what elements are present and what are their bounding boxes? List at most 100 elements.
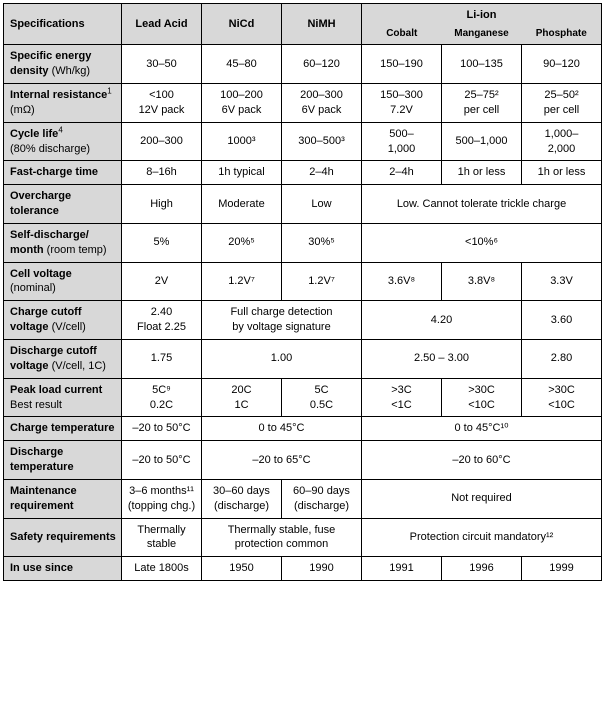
footnote-ref: 1 (107, 86, 111, 95)
data-cell: –20 to 60°C (362, 441, 602, 480)
data-cell: <10%⁶ (362, 223, 602, 262)
data-cell: 200–300 (122, 122, 202, 161)
col-liion: Li-ion (362, 4, 602, 23)
spec-label: Charge cutoff voltage (V/cell) (4, 301, 122, 340)
data-cell: 2V (122, 262, 202, 301)
data-cell: 2–4h (362, 161, 442, 185)
col-nimh: NiMH (282, 4, 362, 45)
data-cell: 1950 (202, 557, 282, 581)
spec-label: Specific energy density (Wh/kg) (4, 45, 122, 84)
spec-label: Overcharge tolerance (4, 185, 122, 224)
spec-label: Cycle life4(80% discharge) (4, 122, 122, 161)
data-cell: 30%⁵ (282, 223, 362, 262)
data-cell: 3.60 (522, 301, 602, 340)
data-cell: –20 to 50°C (122, 417, 202, 441)
data-cell: 500–1,000 (442, 122, 522, 161)
data-cell: Late 1800s (122, 557, 202, 581)
spec-label: Self-discharge/ month (room temp) (4, 223, 122, 262)
data-cell: 0 to 45°C (202, 417, 362, 441)
header-row-1: Specifications Lead Acid NiCd NiMH Li-io… (4, 4, 602, 23)
data-cell: 5C0.5C (282, 378, 362, 417)
data-cell: 1.75 (122, 340, 202, 379)
data-cell: 300–500³ (282, 122, 362, 161)
data-cell: 2.50 – 3.00 (362, 340, 522, 379)
table-row: Discharge cutoff voltage (V/cell, 1C)1.7… (4, 340, 602, 379)
col-cobalt: Cobalt (362, 23, 442, 45)
data-cell: 150–190 (362, 45, 442, 84)
data-cell: 100–2006V pack (202, 84, 282, 123)
data-cell: 4.20 (362, 301, 522, 340)
data-cell: 25–50²per cell (522, 84, 602, 123)
data-cell: 1h or less (522, 161, 602, 185)
spec-label-sub: (80% discharge) (10, 143, 90, 155)
data-cell: 1999 (522, 557, 602, 581)
data-cell: 60–120 (282, 45, 362, 84)
data-cell: 3–6 months¹¹(topping chg.) (122, 479, 202, 518)
data-cell: 3.3V (522, 262, 602, 301)
data-cell: 1h typical (202, 161, 282, 185)
table-row: Discharge temperature–20 to 50°C–20 to 6… (4, 441, 602, 480)
data-cell: 20C1C (202, 378, 282, 417)
spec-label-main: Discharge temperature (10, 446, 74, 473)
table-row: Maintenance requirement 3–6 months¹¹(topp… (4, 479, 602, 518)
spec-label-main: Safety requirements (10, 531, 116, 543)
data-cell: 25–75²per cell (442, 84, 522, 123)
data-cell: Low (282, 185, 362, 224)
data-cell: 1,000–2,000 (522, 122, 602, 161)
col-specifications: Specifications (4, 4, 122, 45)
data-cell: 2–4h (282, 161, 362, 185)
data-cell: 8–16h (122, 161, 202, 185)
data-cell: 1.00 (202, 340, 362, 379)
spec-label-sub: (V/cell, 1C) (49, 360, 106, 372)
data-cell: Low. Cannot tolerate trickle charge (362, 185, 602, 224)
data-cell: >30C<10C (522, 378, 602, 417)
data-cell: 1000³ (202, 122, 282, 161)
table-row: Cycle life4(80% discharge)200–3001000³30… (4, 122, 602, 161)
data-cell: Moderate (202, 185, 282, 224)
data-cell: 1996 (442, 557, 522, 581)
data-cell: >30C<10C (442, 378, 522, 417)
spec-label: Discharge cutoff voltage (V/cell, 1C) (4, 340, 122, 379)
table-row: Charge cutoff voltage (V/cell)2.40Float … (4, 301, 602, 340)
spec-label: Maintenance requirement (4, 479, 122, 518)
table-row: Fast-charge time8–16h1h typical2–4h2–4h1… (4, 161, 602, 185)
data-cell: Thermally stable, fuseprotection common (202, 518, 362, 557)
spec-label-main: Overcharge tolerance (10, 190, 71, 217)
col-lead-acid: Lead Acid (122, 4, 202, 45)
spec-label-main: Maintenance requirement (10, 485, 77, 512)
spec-label-main: In use since (10, 562, 73, 574)
spec-label-main: Cell voltage (10, 268, 72, 280)
spec-label: Fast-charge time (4, 161, 122, 185)
data-cell: –20 to 65°C (202, 441, 362, 480)
data-cell: 45–80 (202, 45, 282, 84)
data-cell: Full charge detectionby voltage signatur… (202, 301, 362, 340)
table-row: Specific energy density (Wh/kg)30–5045–8… (4, 45, 602, 84)
spec-label-sub: (mΩ) (10, 104, 35, 116)
spec-label-sub: (Wh/kg) (49, 65, 91, 77)
spec-label: Charge temperature (4, 417, 122, 441)
data-cell: 5C⁹0.2C (122, 378, 202, 417)
data-cell: 150–3007.2V (362, 84, 442, 123)
table-row: Self-discharge/ month (room temp)5%20%⁵3… (4, 223, 602, 262)
spec-label-sub: Best result (10, 399, 62, 411)
data-cell: Not required (362, 479, 602, 518)
data-cell: 30–50 (122, 45, 202, 84)
battery-spec-table: Specifications Lead Acid NiCd NiMH Li-io… (3, 3, 602, 581)
spec-label-sub: (room temp) (44, 244, 107, 256)
table-row: Charge temperature –20 to 50°C0 to 45°C0 … (4, 417, 602, 441)
table-row: Cell voltage(nominal)2V1.2V⁷1.2V⁷3.6V⁸3.… (4, 262, 602, 301)
spec-label: Cell voltage(nominal) (4, 262, 122, 301)
data-cell: 60–90 days(discharge) (282, 479, 362, 518)
spec-label-sub: (V/cell) (49, 321, 86, 333)
spec-label: Safety requirements (4, 518, 122, 557)
data-cell: Protection circuit mandatory¹² (362, 518, 602, 557)
data-cell: 0 to 45°C¹⁰ (362, 417, 602, 441)
data-cell: 1.2V⁷ (202, 262, 282, 301)
spec-label-main: Charge temperature (10, 422, 115, 434)
data-cell: 30–60 days(discharge) (202, 479, 282, 518)
col-phosphate: Phosphate (522, 23, 602, 45)
spec-label-main: Fast-charge time (10, 166, 98, 178)
table-row: In use sinceLate 1800s195019901991199619… (4, 557, 602, 581)
data-cell: 20%⁵ (202, 223, 282, 262)
data-cell: >3C<1C (362, 378, 442, 417)
